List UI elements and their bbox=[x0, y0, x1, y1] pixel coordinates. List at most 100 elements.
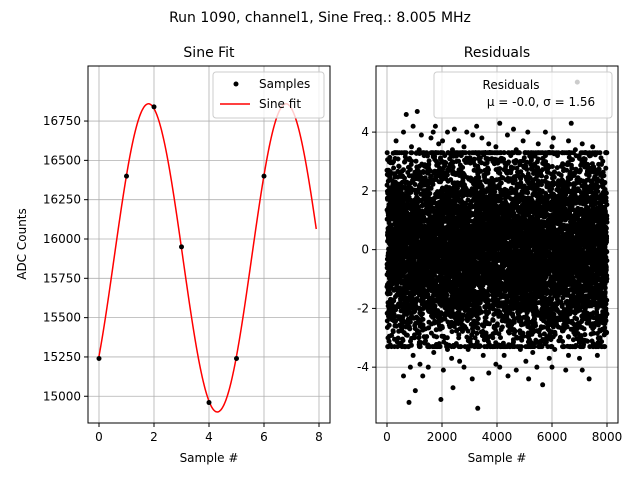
residual-point bbox=[483, 156, 489, 162]
residual-point bbox=[501, 150, 507, 156]
residual-point bbox=[414, 109, 420, 115]
sample-point bbox=[261, 173, 267, 179]
residual-point bbox=[601, 332, 607, 338]
residual-point bbox=[568, 120, 574, 126]
residual-point bbox=[442, 335, 448, 341]
sine-fit-x-ticks: 0 2 4 6 8 bbox=[95, 423, 323, 444]
residual-point bbox=[523, 358, 529, 364]
residual-point bbox=[540, 382, 546, 388]
residual-point bbox=[579, 141, 585, 147]
residual-point bbox=[563, 367, 569, 373]
residual-point bbox=[603, 150, 609, 156]
residuals-y-ticks: -4 -2 0 2 4 bbox=[357, 125, 376, 374]
residual-point bbox=[426, 161, 432, 167]
residual-point bbox=[479, 135, 485, 141]
residual-point bbox=[461, 364, 467, 370]
residual-point bbox=[526, 376, 532, 382]
sine-fit-axes-frame bbox=[87, 65, 331, 424]
y-tick-label: 15000 bbox=[43, 389, 81, 403]
residual-point bbox=[590, 144, 596, 150]
residuals-scatter-points bbox=[384, 150, 610, 350]
y-tick-label: 16250 bbox=[43, 193, 81, 207]
residual-point bbox=[421, 153, 427, 159]
residual-point bbox=[572, 147, 578, 153]
y-tick-label: 15750 bbox=[43, 271, 81, 285]
residual-point bbox=[508, 153, 514, 159]
residual-point bbox=[406, 399, 412, 405]
sample-point bbox=[234, 356, 239, 362]
residual-point bbox=[469, 376, 475, 382]
residual-point bbox=[490, 335, 496, 341]
residual-point bbox=[530, 349, 536, 355]
residual-point bbox=[400, 173, 406, 179]
x-tick-label: 2 bbox=[150, 430, 158, 444]
sine-fit-y-label: ADC Counts bbox=[15, 208, 29, 280]
residual-point bbox=[520, 138, 526, 144]
residual-point bbox=[451, 126, 457, 132]
residual-point bbox=[407, 364, 413, 370]
residuals-title: Residuals bbox=[464, 45, 530, 61]
residual-point bbox=[528, 156, 534, 162]
residual-point bbox=[511, 126, 516, 132]
x-tick-label: 4 bbox=[205, 430, 213, 444]
residual-point bbox=[412, 170, 418, 176]
y-tick-label: 16500 bbox=[43, 153, 81, 167]
residual-point bbox=[486, 141, 492, 147]
residual-point bbox=[493, 361, 499, 367]
residual-point bbox=[467, 156, 472, 162]
residual-point bbox=[416, 329, 422, 335]
residual-point bbox=[458, 153, 464, 159]
residual-point bbox=[588, 153, 593, 159]
residual-point bbox=[517, 158, 523, 164]
residual-point bbox=[457, 358, 463, 364]
residual-point bbox=[542, 341, 548, 347]
legend-samples-label: Samples bbox=[259, 77, 310, 91]
residual-point bbox=[420, 373, 426, 379]
residual-point bbox=[447, 161, 453, 167]
residual-point bbox=[546, 150, 552, 156]
sine-fit-grid bbox=[88, 66, 330, 423]
residual-point bbox=[480, 352, 486, 358]
residual-point bbox=[410, 352, 416, 358]
y-tick-label: 4 bbox=[361, 125, 369, 139]
residuals-legend: Residuals μ = -0.0, σ = 1.56 bbox=[433, 71, 613, 119]
residual-point bbox=[501, 352, 507, 358]
x-tick-label: 2000 bbox=[427, 430, 458, 444]
sample-point bbox=[179, 244, 184, 250]
residual-point bbox=[586, 376, 592, 382]
x-tick-label: 0 bbox=[95, 430, 103, 444]
residual-point bbox=[397, 341, 403, 347]
residual-point bbox=[566, 138, 571, 144]
residual-point bbox=[465, 347, 471, 353]
residual-point bbox=[490, 158, 496, 164]
residual-point bbox=[550, 135, 556, 141]
residual-point bbox=[517, 347, 523, 353]
residual-point bbox=[497, 364, 503, 370]
sample-point bbox=[96, 356, 102, 362]
residual-point bbox=[436, 341, 442, 347]
residual-point bbox=[583, 338, 589, 344]
residual-point bbox=[405, 164, 411, 170]
residual-point bbox=[593, 167, 599, 173]
residual-point bbox=[470, 132, 476, 138]
residuals-axes-frame bbox=[375, 65, 619, 424]
residual-point bbox=[513, 147, 519, 153]
y-tick-label: 2 bbox=[361, 184, 369, 198]
x-tick-label: 0 bbox=[383, 430, 391, 444]
y-tick-label: 16750 bbox=[43, 114, 81, 128]
y-tick-label: 16000 bbox=[43, 232, 81, 246]
sine-fit-x-label: Sample # bbox=[180, 451, 239, 465]
residual-point bbox=[572, 344, 578, 350]
residuals-x-label: Sample # bbox=[468, 451, 527, 465]
residual-point bbox=[410, 123, 416, 129]
y-tick-label: -4 bbox=[357, 360, 369, 374]
residual-point bbox=[440, 367, 446, 373]
residual-point bbox=[407, 156, 413, 162]
residual-point bbox=[499, 156, 505, 162]
sine-fit-legend-box bbox=[212, 71, 325, 119]
residual-point bbox=[417, 361, 423, 367]
residual-point bbox=[556, 338, 562, 344]
residual-point bbox=[497, 120, 503, 126]
residuals-x-ticks: 0 2000 4000 6000 8000 bbox=[383, 423, 622, 444]
residuals-legend-box bbox=[433, 71, 613, 119]
